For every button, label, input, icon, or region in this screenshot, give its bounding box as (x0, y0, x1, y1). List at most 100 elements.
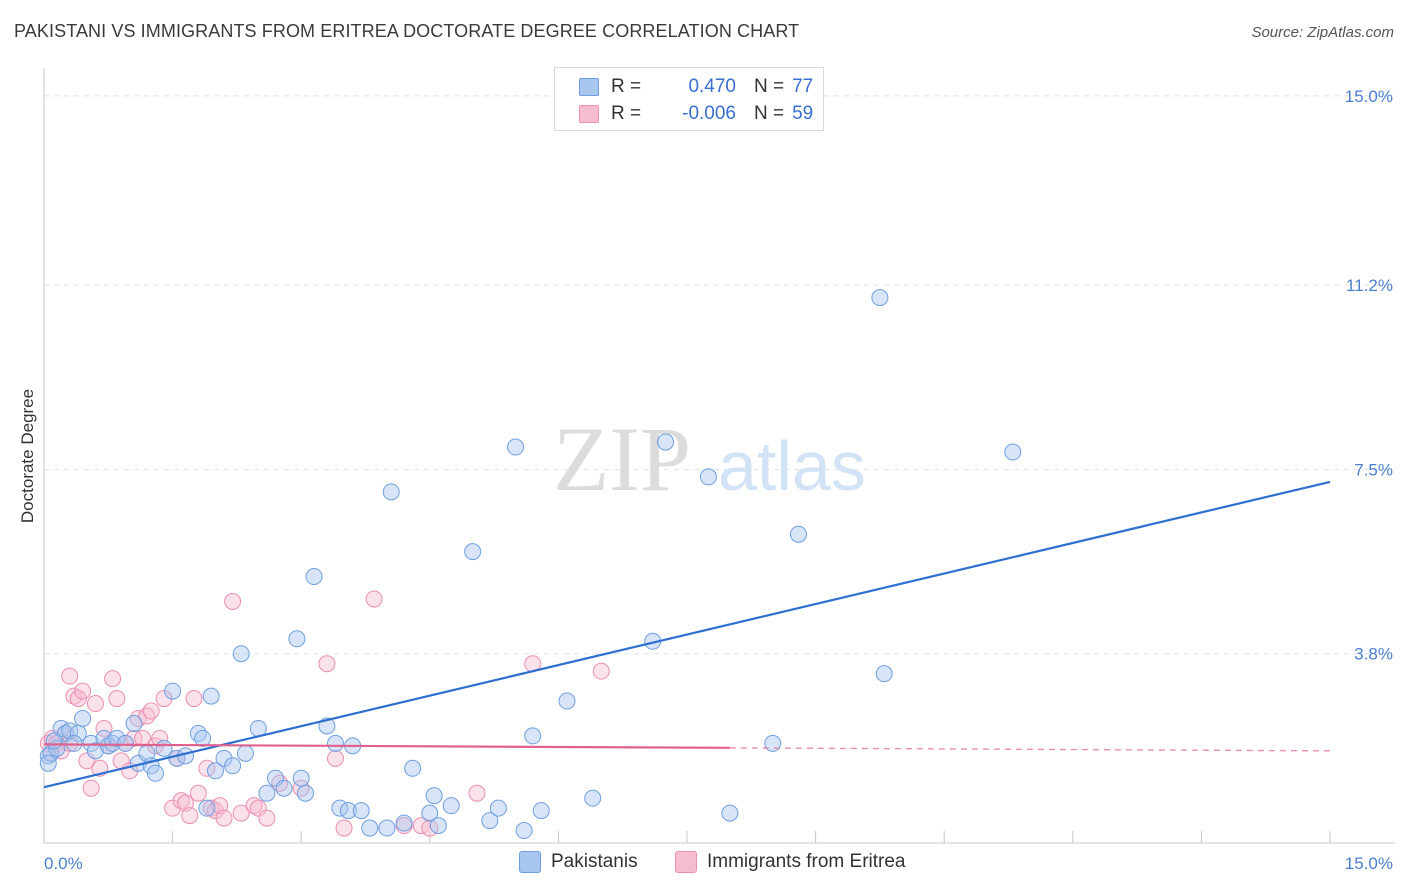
chart-title: PAKISTANI VS IMMIGRANTS FROM ERITREA DOC… (14, 21, 800, 41)
legend-row-pakistanis: R = 0.470 N = 77 (579, 75, 813, 99)
legend-r-label: R = (611, 103, 642, 124)
pakistanis-point (1004, 443, 1022, 461)
pakistanis-point (699, 468, 717, 486)
eritrea-point (108, 690, 126, 708)
eritrea-point (365, 590, 383, 608)
pakistanis-point (464, 543, 482, 561)
pakistanis-point (288, 630, 306, 648)
trend-lines (43, 480, 1331, 789)
x-tick-labels: 0.0% 15.0% (44, 854, 1393, 873)
y-tick-label: 7.5% (1354, 460, 1393, 479)
eritrea-point (258, 809, 276, 827)
pakistanis-point (425, 787, 443, 805)
series-pakistanis-points (39, 289, 1022, 840)
pakistanis-point (65, 734, 83, 752)
x-tick-label: 15.0% (1345, 854, 1393, 873)
pakistanis-point (326, 734, 344, 752)
legend-label-eritrea: Immigrants from Eritrea (707, 851, 906, 872)
legend-n-label: N = (754, 103, 785, 124)
eritrea-point (155, 690, 173, 708)
pakistanis-point (116, 734, 134, 752)
eritrea-point (104, 670, 122, 688)
legend-r-label: R = (611, 76, 642, 97)
pakistanis-point (224, 757, 242, 775)
watermark: ZIP atlas (553, 408, 866, 510)
pakistanis-point (657, 433, 675, 451)
pakistanis-point (421, 804, 439, 822)
pakistanis-point (258, 784, 276, 802)
legend-item-eritrea: Immigrants from Eritrea (675, 851, 905, 873)
pakistanis-point (194, 729, 212, 747)
legend-swatch-blue (519, 851, 541, 873)
pakistanis-point (39, 754, 57, 772)
pakistanis-point (232, 645, 250, 663)
eritrea-point (61, 667, 79, 685)
pakistanis-point (215, 749, 233, 767)
eritrea-point (335, 819, 353, 837)
pakistanis-point (404, 759, 422, 777)
pakistanis-point (558, 692, 576, 710)
pakistanis-point (361, 819, 379, 837)
pakistanis-point (339, 802, 357, 820)
pakistanis-point (164, 682, 182, 700)
legend-swatch-pink (675, 851, 697, 873)
pakistanis-point (481, 812, 499, 830)
y-tick-label: 15.0% (1345, 87, 1393, 106)
series-legend: Pakistanis Immigrants from Eritrea (0, 851, 1406, 877)
pakistanis-point (721, 804, 739, 822)
pakistanis-point (236, 744, 254, 762)
eritrea-point (224, 592, 242, 610)
pakistanis-point (146, 764, 164, 782)
legend-n-label: N = (754, 76, 785, 97)
pakistanis-point (442, 797, 460, 815)
pakistanis-point (382, 483, 400, 501)
eritrea-point (232, 804, 250, 822)
series-eritrea-points (39, 590, 610, 837)
pakistanis-point (524, 727, 542, 745)
legend-r-value: 0.470 (688, 76, 736, 97)
pakistanis-point (108, 729, 126, 747)
pakistanis-point (74, 709, 92, 727)
pakistanis-point (515, 822, 533, 840)
eritrea-point (86, 695, 104, 713)
pakistanis-point (395, 814, 413, 832)
pakistanis-point (198, 799, 216, 817)
legend-r-value: -0.006 (682, 103, 736, 124)
y-axis-label: Doctorate Degree (18, 389, 37, 523)
eritrea-trend-line-dashed (729, 747, 1331, 752)
pakistanis-point (275, 779, 293, 797)
legend-swatch-pink (579, 105, 599, 123)
pakistanis-point (292, 769, 310, 787)
x-tick-label: 0.0% (44, 854, 83, 873)
legend-label-pakistanis: Pakistanis (551, 851, 638, 872)
pakistanis-trend-line (43, 480, 1331, 789)
pakistanis-point (125, 714, 143, 732)
pakistanis-point (45, 732, 63, 750)
eritrea-point (592, 662, 610, 680)
source-label: Source: ZipAtlas.com (1251, 24, 1394, 41)
correlation-legend: R = 0.470 N = 77 R = -0.006 N = 59 (554, 67, 824, 131)
eritrea-point (326, 749, 344, 767)
eritrea-point (215, 809, 233, 827)
pakistanis-point (429, 817, 447, 835)
pakistanis-point (489, 799, 507, 817)
watermark-atlas: atlas (718, 427, 866, 505)
eritrea-point (185, 690, 203, 708)
pakistanis-point (532, 802, 550, 820)
eritrea-point (189, 784, 207, 802)
legend-row-eritrea: R = -0.006 N = 59 (579, 102, 813, 126)
eritrea-point (82, 779, 100, 797)
pakistanis-point (584, 789, 602, 807)
watermark-zip: ZIP (553, 408, 691, 510)
pakistanis-point (875, 665, 893, 683)
legend-swatch-blue (579, 78, 599, 96)
pakistanis-point (764, 734, 782, 752)
eritrea-trend-line (43, 743, 730, 749)
eritrea-point (95, 719, 113, 737)
pakistanis-point (378, 819, 396, 837)
eritrea-point (74, 682, 92, 700)
pakistanis-point (206, 762, 224, 780)
eritrea-point (181, 807, 199, 825)
pakistanis-point (352, 802, 370, 820)
